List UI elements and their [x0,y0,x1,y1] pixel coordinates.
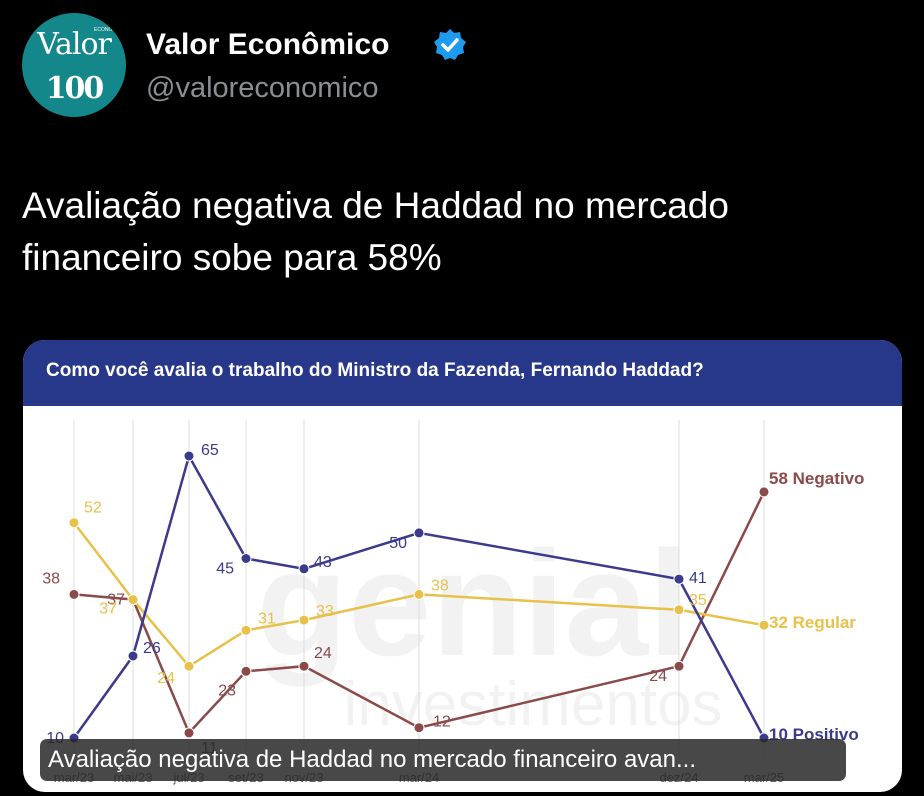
data-label-regular-nov/23: 33 [316,603,334,620]
data-label-negativo-mar/23: 38 [42,570,60,587]
series-line-positivo [72,452,766,739]
data-label-positivo-mar/24: 50 [389,535,407,552]
tweet-text: Avaliação negativa de Haddad no mercado … [22,185,729,278]
avatar-brand-tag: ECONÔMICO [94,27,126,33]
media-caption-text: Avaliação negativa de Haddad no mercado … [48,746,696,773]
data-point-negativo-nov/23 [298,660,310,672]
data-point-regular-mar/24 [413,588,425,600]
data-label-regular-jul/23: 24 [157,670,175,687]
data-point-regular-mai/23 [127,594,139,606]
data-point-positivo-mar/24 [413,527,425,539]
account-name[interactable]: Valor Econômico [146,28,390,61]
data-point-negativo-mar/23 [68,588,80,600]
chart-header: Como você avalia o trabalho do Ministro … [23,340,902,406]
watermark-sub: investimentos [343,670,722,739]
data-point-regular-mar/25 [758,619,770,631]
account-avatar[interactable]: Valor ECONÔMICO 100 [22,13,126,117]
data-label-regular-set/23: 31 [258,610,276,627]
data-point-positivo-mai/23 [127,650,139,662]
data-label-negativo-mar/24: 12 [433,714,451,731]
data-point-positivo-nov/23 [298,563,310,575]
data-label-negativo-dez/24: 24 [649,668,667,685]
media-caption: Avaliação negativa de Haddad no mercado … [40,739,846,781]
data-point-regular-dez/24 [673,604,685,616]
data-point-negativo-set/23 [240,665,252,677]
data-label-regular-mar/24: 38 [431,577,449,594]
data-point-positivo-set/23 [240,553,252,564]
data-point-negativo-mar/24 [413,722,425,734]
data-label-regular-mar/23: 52 [84,500,102,517]
data-point-positivo-jul/23 [183,450,195,462]
data-point-regular-nov/23 [298,614,310,626]
data-label-positivo-nov/23: 43 [314,554,332,571]
data-label-positivo-mai/23: 26 [143,640,161,657]
data-point-negativo-mar/25 [758,486,770,498]
line-chart: genialinvestimentos383711232412245237243… [42,420,864,785]
chart-image-card[interactable]: Como você avalia o trabalho do Ministro … [23,340,902,792]
data-label-positivo-set/23: 45 [216,561,234,578]
data-label-negativo-set/23: 23 [218,682,236,699]
data-point-regular-jul/23 [183,660,195,672]
data-point-regular-set/23 [240,624,252,636]
data-point-regular-mar/23 [68,517,80,529]
data-label-negativo-nov/23: 24 [314,645,332,662]
data-label-positivo-dez/24: 41 [689,570,707,587]
data-label-positivo-jul/23: 65 [201,442,219,459]
avatar-brand-text: Valor [37,27,112,62]
series-line-regular [73,521,765,668]
end-label-negativo: 58 Negativo [769,469,864,488]
data-label-regular-dez/24: 35 [689,592,707,609]
data-point-negativo-jul/23 [183,727,195,739]
account-handle[interactable]: @valoreconomico [146,72,379,104]
watermark-main: genial [256,519,689,687]
data-point-positivo-dez/24 [673,573,685,585]
data-point-negativo-dez/24 [673,660,685,672]
avatar-number: 100 [45,71,105,106]
chart-title: Como você avalia o trabalho do Ministro … [46,360,704,381]
end-label-regular: 32 Regular [769,613,856,632]
data-label-regular-mai/23: 37 [99,601,117,618]
data-label-negativo-mai/23: 37 [107,592,125,609]
verified-badge-icon [434,29,466,60]
